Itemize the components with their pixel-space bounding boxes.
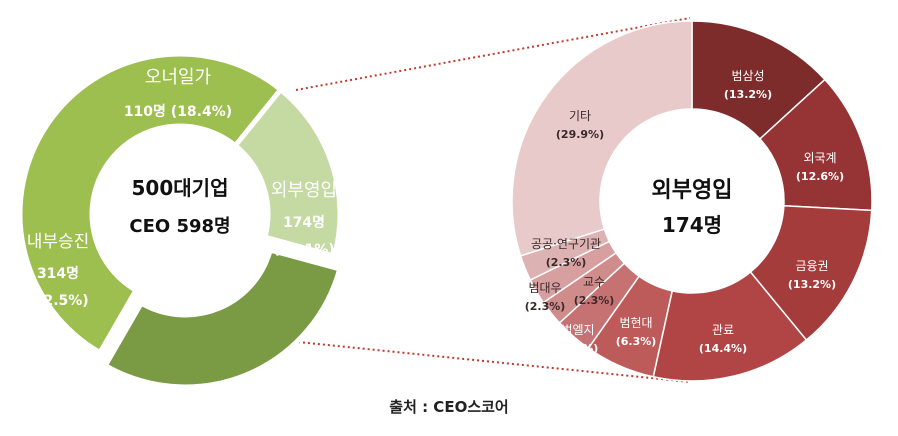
- left-label-1-line-1: 110명 (18.4%): [124, 103, 232, 120]
- right-label-4-percent: (6.3%): [616, 335, 657, 348]
- donut-chart-total: [17, 51, 343, 390]
- left-label-1-line-0: 오너일가: [145, 67, 211, 88]
- left-slice-2: [101, 247, 343, 390]
- left-slice-1: [231, 86, 343, 260]
- left-slice-0: [17, 51, 285, 356]
- left-center-subtitle: CEO 598명: [129, 216, 230, 237]
- left-slice-labels: 내부승진 314명 (52.5%) 오너일가 110명 (18.4%) 외부영입 174명 (…: [27, 67, 337, 309]
- right-label-5-name: 범엘지: [561, 323, 594, 337]
- right-slice-labels: 범삼성 (13.2%) 외국계 (12.6%) 금융권 (13.2%) 관료 (14.4%) 범…: [525, 69, 844, 355]
- source-note: 출처 : CEO스코어: [389, 398, 509, 416]
- connector-line-top: [295, 17, 691, 91]
- right-center-title: 외부영입: [652, 178, 733, 203]
- left-label-0-line-0: 내부승진: [27, 232, 90, 252]
- right-label-1-percent: (12.6%): [796, 170, 844, 183]
- right-slice-9: [511, 20, 693, 257]
- right-label-2-percent: (13.2%): [788, 278, 836, 291]
- right-label-9-percent: (29.9%): [556, 128, 604, 141]
- connector-line-bottom: [297, 341, 691, 383]
- right-center-label: 외부영입 174명: [652, 178, 733, 237]
- left-center-label: 500대기업 CEO 598명: [129, 176, 230, 237]
- right-label-0-name: 범삼성: [731, 69, 764, 83]
- right-label-1-name: 외국계: [803, 151, 836, 165]
- left-label-0-line-2: (52.5%): [27, 293, 88, 309]
- right-label-3-percent: (14.4%): [699, 342, 747, 355]
- right-label-0-percent: (13.2%): [724, 88, 772, 101]
- right-label-6-percent: (2.3%): [525, 300, 566, 313]
- right-label-7-percent: (2.3%): [574, 294, 615, 307]
- right-label-8-percent: (2.3%): [546, 256, 587, 269]
- right-center-subtitle: 174명: [662, 213, 722, 237]
- right-label-2-name: 금융권: [795, 259, 828, 273]
- left-label-0-line-1: 314명: [37, 265, 79, 282]
- left-label-2-line-1: 174명: [283, 214, 325, 231]
- left-label-2-line-2: (29.1%): [273, 242, 334, 258]
- left-center-title: 500대기업: [132, 176, 229, 200]
- right-label-4-name: 범현대: [619, 316, 652, 330]
- donut-chart-external: [511, 20, 873, 382]
- right-label-6-name: 범대우: [528, 281, 561, 295]
- left-label-2-line-0: 외부영입: [271, 180, 337, 201]
- right-label-5-percent: (3.4%): [558, 342, 599, 355]
- right-label-7-name: 교수: [583, 275, 605, 289]
- connector-lines: [295, 17, 691, 383]
- right-label-3-name: 관료: [712, 323, 734, 337]
- right-label-9-name: 기타: [569, 109, 591, 123]
- right-label-8-name: 공공·연구기관: [531, 237, 601, 251]
